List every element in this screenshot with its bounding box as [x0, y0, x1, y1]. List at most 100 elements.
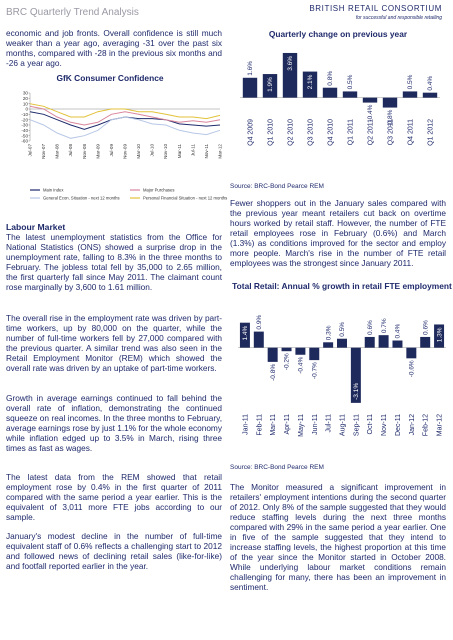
x-tick-label: Q4 2009 [248, 119, 255, 146]
bar [281, 347, 292, 352]
value-label: 1.9% [267, 77, 274, 92]
value-label: 1.6% [247, 61, 254, 76]
x-tick-label: Nov-09 [123, 144, 128, 159]
value-label: -0.8% [270, 364, 277, 381]
legend-label: General Econ. Situation - next 12 months [43, 196, 120, 201]
bar [302, 71, 318, 98]
source: Source: BRC-Bond Pearce REM [230, 183, 324, 190]
y-tick-label: -60 [21, 139, 28, 144]
value-label: -0.4% [298, 357, 305, 374]
value-label: 0.4% [427, 76, 434, 91]
paragraph: The latest data from the REM showed that… [6, 472, 222, 522]
bar [295, 347, 306, 355]
chart-title: Total Retail: Annual % growth in retail … [232, 281, 452, 291]
y-tick-label: -40 [21, 128, 28, 133]
value-label: -3.1% [353, 383, 360, 400]
x-tick-label: May-11 [298, 414, 305, 437]
x-tick-label: Mar-10 [136, 144, 141, 159]
paragraph: The latest unemployment statistics from … [6, 232, 222, 292]
x-tick-label: Sep-11 [353, 414, 360, 436]
bar [337, 338, 347, 348]
x-tick-label: Oct-11 [367, 414, 374, 435]
bar [382, 97, 398, 108]
x-tick-label: Dec-11 [395, 414, 402, 436]
value-label: -0.6% [409, 360, 416, 377]
x-tick-label: Jan-12 [409, 414, 416, 436]
y-tick-label: -30 [21, 123, 28, 128]
value-label: 0.5% [347, 74, 354, 89]
logo-tagline: for successful and responsible retailing [356, 15, 442, 21]
bar [239, 322, 250, 348]
x-tick-label: Jul-09 [109, 144, 114, 157]
bar [422, 92, 438, 98]
y-tick-label: -50 [21, 133, 28, 138]
bar [342, 91, 358, 98]
paragraph: Fewer shoppers out in the January sales … [230, 198, 446, 268]
legend-label: Main Index [43, 188, 64, 193]
x-tick-label: Nov-10 [163, 144, 168, 159]
x-tick-label: Jul-10 [150, 144, 155, 157]
value-label: 0.5% [339, 322, 346, 337]
value-label: 0.3% [325, 325, 332, 340]
value-label: -0.2% [284, 353, 291, 370]
series-line [29, 116, 221, 139]
legend-label: Major Purchases [143, 188, 174, 193]
bar [267, 347, 278, 362]
series-line [29, 103, 221, 120]
x-tick-label: Mar-12 [437, 414, 444, 436]
paragraph: January's modest decline in the number o… [6, 531, 222, 571]
x-tick-label: Feb-12 [423, 414, 430, 436]
bar [434, 324, 445, 348]
x-tick-label: Q2 2010 [288, 119, 295, 146]
paragraph: The Monitor measured a significant impro… [230, 482, 446, 592]
y-tick-label: 10 [23, 101, 29, 106]
x-tick-label: Mar-11 [177, 144, 182, 159]
value-label: -0.4% [367, 104, 374, 121]
x-tick-label: Mar-11 [270, 414, 277, 436]
bar [282, 52, 298, 98]
bar [323, 342, 334, 348]
bar [350, 347, 361, 403]
legend-label: Personal Financial Situation - next 12 m… [143, 196, 227, 201]
x-tick-label: Jan-11 [242, 414, 249, 435]
paragraph: economic and job fronts. Overall confide… [6, 28, 222, 68]
x-tick-label: Nov-11 [204, 144, 209, 159]
bar [402, 91, 418, 98]
value-label: 0.8% [327, 71, 334, 86]
x-tick-label: Apr-11 [284, 414, 291, 435]
bar [262, 74, 278, 98]
x-tick-label: Mar-08 [55, 144, 60, 159]
bar [242, 77, 258, 98]
value-label: 0.4% [395, 323, 402, 338]
bar [362, 97, 378, 103]
value-label: 0.6% [422, 320, 429, 335]
x-tick-label: Q1 2012 [428, 119, 435, 146]
x-tick-label: Jul-11 [326, 414, 333, 433]
x-tick-label: Q1 2011 [348, 119, 355, 145]
value-label: -0.8% [387, 109, 394, 126]
bar [322, 87, 338, 98]
x-tick-label: Jul-08 [68, 144, 73, 157]
value-label: 2.1% [307, 74, 314, 89]
y-tick-label: 0 [25, 107, 28, 112]
x-tick-label: Jul-07 [28, 144, 33, 157]
x-tick-label: Feb-11 [256, 414, 263, 436]
value-label: 1.4% [242, 325, 249, 340]
x-tick-label: Mar-09 [95, 144, 100, 159]
x-tick-label: Nov-08 [82, 144, 87, 159]
bar [378, 335, 389, 348]
y-tick-label: -20 [21, 117, 28, 122]
value-label: 0.6% [367, 320, 374, 335]
x-tick-label: Q3 2011 [388, 119, 395, 145]
value-label: 0.9% [256, 315, 263, 330]
bar [392, 340, 403, 348]
value-label: 0.7% [381, 318, 388, 333]
chart-title: Quarterly change on previous year [269, 29, 408, 39]
bar [420, 336, 431, 348]
source: Source: BRC-Bond Pearce REM [230, 464, 324, 471]
heading: Labour Market [6, 222, 66, 232]
paragraph: The overall rise in the employment rate … [6, 313, 222, 373]
x-tick-label: Q1 2010 [268, 119, 275, 146]
y-tick-label: 20 [23, 96, 29, 101]
